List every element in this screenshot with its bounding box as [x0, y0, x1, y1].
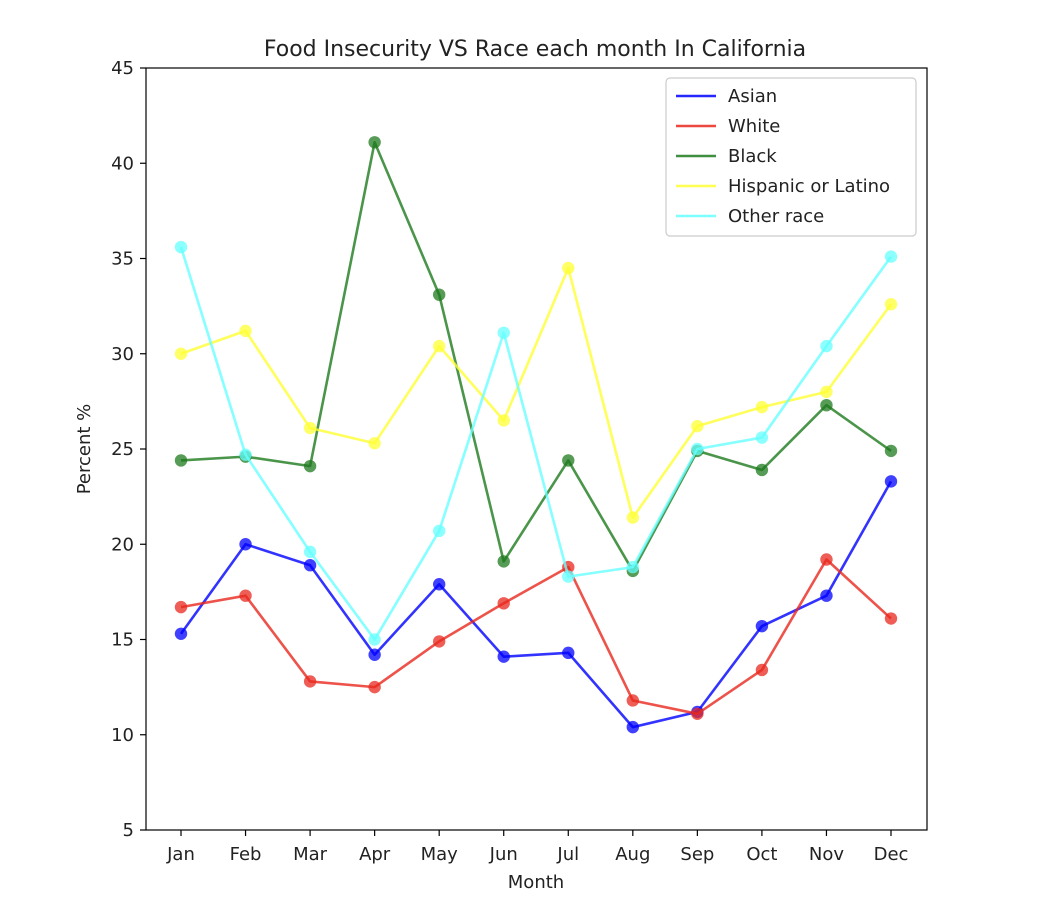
x-tick-label: Apr [359, 844, 391, 865]
data-point [497, 414, 510, 427]
data-point [691, 707, 704, 720]
data-point [368, 136, 381, 149]
data-point [820, 553, 833, 566]
data-point [755, 431, 769, 444]
legend-box [665, 77, 917, 237]
data-point [368, 648, 381, 661]
x-tick-label: Mar [293, 844, 328, 865]
plot-area: 5 10 15 20 25 30 35 40 45 Jan Feb Mar Apr May Jun Jul Au… [111, 58, 928, 865]
data-point [884, 444, 898, 458]
y-tick-label: 30 [111, 344, 134, 365]
data-point [432, 635, 446, 648]
data-point [820, 339, 833, 353]
data-point [497, 597, 510, 610]
series-line [180, 558, 892, 716]
y-axis-title: Percent % [74, 404, 95, 495]
y-tick-label: 40 [111, 153, 134, 174]
series-line [180, 266, 893, 519]
series-line [180, 140, 892, 573]
data-point [174, 347, 188, 360]
legend-label: White [728, 116, 780, 137]
data-point [432, 288, 446, 301]
x-tick-label: Feb [230, 844, 262, 865]
legend-label: Black [728, 146, 777, 167]
data-point [368, 437, 381, 450]
data-point [432, 578, 446, 591]
data-point [562, 570, 575, 583]
data-point [691, 419, 704, 433]
chart-title: Food Insecurity VS Race each month In Ca… [264, 37, 806, 62]
data-point [174, 240, 188, 254]
data-point [497, 326, 510, 339]
data-point [691, 442, 704, 456]
data-point [174, 454, 188, 467]
x-tick-label: Nov [809, 844, 844, 865]
data-point [239, 589, 252, 602]
y-tick-label: 35 [111, 249, 134, 270]
series-black [174, 136, 898, 578]
legend: Asian White Black Hispanic or Latino Other r… [665, 77, 917, 237]
data-point [303, 559, 317, 572]
series-hispanic-or-latino [174, 261, 898, 524]
data-point [626, 511, 640, 524]
data-point [303, 675, 317, 688]
x-tick-label: Jan [166, 844, 195, 865]
y-tick-label: 10 [111, 725, 134, 746]
series-asian [174, 475, 898, 734]
data-point [820, 398, 833, 412]
data-point [820, 385, 833, 399]
data-point [239, 448, 252, 461]
data-point [626, 560, 640, 574]
legend-label: Other race [728, 206, 824, 227]
data-point [174, 627, 188, 640]
legend-label: Asian [728, 86, 777, 107]
data-point [432, 339, 446, 353]
data-point [755, 663, 769, 677]
data-point [174, 600, 188, 614]
data-point [303, 421, 317, 435]
legend-label: Hispanic or Latino [728, 176, 890, 197]
x-tick-label: Dec [874, 844, 909, 865]
data-point [884, 250, 898, 263]
y-tick-label: 15 [111, 630, 134, 651]
series-other-race [174, 240, 898, 646]
data-point [368, 633, 381, 646]
x-tick-label: May [421, 844, 459, 865]
data-point [755, 400, 769, 414]
x-tick-label: Sep [680, 844, 714, 865]
series-line [179, 246, 893, 641]
x-tick-label: Jun [489, 844, 518, 865]
y-tick-label: 25 [111, 439, 134, 460]
data-point [820, 589, 833, 602]
data-point [755, 619, 769, 633]
data-point [562, 454, 575, 467]
series-white [174, 553, 898, 720]
data-point [239, 538, 252, 551]
data-point [303, 545, 317, 559]
data-point [884, 475, 898, 488]
data-point [626, 720, 640, 734]
data-point [432, 524, 446, 538]
data-point [562, 646, 575, 660]
data-point [884, 612, 898, 625]
data-point [884, 298, 898, 311]
data-point [497, 650, 510, 663]
y-tick-label: 20 [111, 534, 134, 555]
x-axis-title: Month [508, 872, 564, 893]
data-point [562, 261, 575, 275]
x-tick-label: Jul [556, 844, 579, 865]
data-point [368, 680, 381, 694]
data-point [626, 694, 640, 707]
series-line [179, 480, 893, 729]
data-point [239, 324, 252, 338]
data-point [755, 463, 769, 477]
y-tick-label: 5 [123, 820, 134, 841]
y-tick-label: 45 [111, 58, 134, 79]
x-tick-label: Oct [746, 844, 777, 865]
data-point [303, 459, 317, 473]
data-point [497, 555, 510, 568]
x-tick-label: Aug [615, 844, 650, 865]
